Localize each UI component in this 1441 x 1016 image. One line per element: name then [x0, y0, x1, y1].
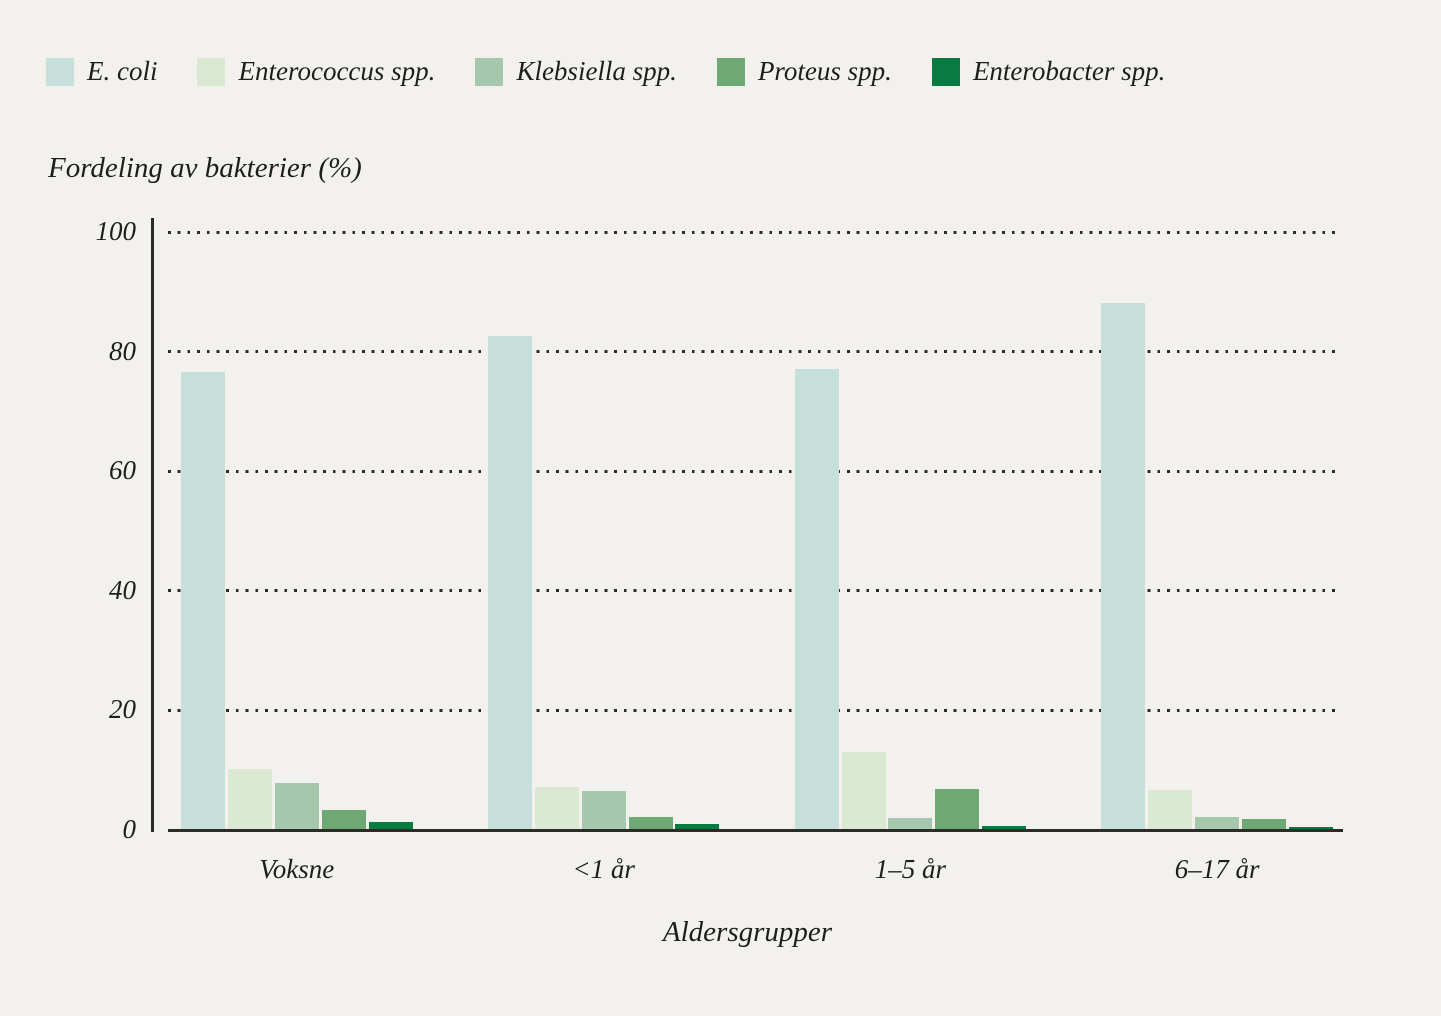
bar-0-2: [794, 368, 839, 829]
bar-4-0: [368, 822, 413, 829]
bar-1-0: [227, 769, 272, 829]
legend: E. coli Enterococcus spp. Klebsiella spp…: [46, 56, 1165, 87]
bar-1-2: [841, 752, 886, 829]
y-axis-title: Fordeling av bakterier (%): [48, 152, 362, 184]
legend-item-enterobacter: Enterobacter spp.: [931, 56, 1166, 87]
bar-0-3: [1101, 302, 1146, 829]
x-tick-label: Voksne: [259, 854, 335, 884]
legend-label-proteus: Proteus spp.: [757, 56, 892, 86]
y-tick-label: 0: [122, 814, 137, 844]
bar-3-2: [935, 788, 980, 829]
bar-3-1: [628, 817, 673, 829]
bar-4-3: [1289, 826, 1333, 829]
legend-item-klebsiella: Klebsiella spp.: [475, 56, 677, 87]
bar-1-1: [534, 787, 579, 829]
y-tick-label: 40: [109, 574, 136, 605]
y-tick-label: 100: [95, 216, 137, 246]
legend-label-enterobacter: Enterobacter spp.: [972, 56, 1166, 86]
gridline-40: [168, 589, 1341, 593]
x-axis-title: Aldersgrupper: [662, 916, 833, 948]
legend-label-ecoli: E. coli: [87, 56, 158, 86]
legend-swatch-ecoli: [46, 57, 74, 86]
y-tick-label: 20: [109, 694, 136, 725]
bar-4-1: [675, 824, 720, 829]
legend-swatch-enterococcus: [197, 57, 226, 86]
legend-label-enterococcus: Enterococcus spp.: [238, 56, 436, 86]
y-axis-line: [151, 218, 154, 832]
x-tick-label: 1–5 år: [874, 854, 947, 884]
legend-swatch-proteus: [716, 57, 745, 86]
legend-item-ecoli: E. coli: [46, 56, 157, 87]
legend-swatch-klebsiella: [475, 57, 504, 86]
x-axis-line: [168, 828, 1343, 832]
legend-swatch-enterobacter: [931, 57, 960, 86]
legend-item-enterococcus: Enterococcus spp.: [197, 56, 435, 87]
bar-2-0: [274, 782, 319, 829]
bar-1-3: [1148, 789, 1193, 829]
bar-2-3: [1195, 817, 1240, 829]
bar-0-1: [487, 335, 532, 829]
y-tick-label: 80: [109, 335, 136, 366]
legend-label-klebsiella: Klebsiella spp.: [516, 56, 677, 86]
x-tick-label: <1 år: [572, 854, 635, 884]
bar-2-1: [581, 791, 626, 829]
x-tick-label: 6–17 år: [1174, 854, 1260, 884]
bar-3-0: [321, 809, 366, 829]
legend-item-proteus: Proteus spp.: [716, 56, 892, 87]
gridline-20: [168, 708, 1341, 712]
bar-3-3: [1242, 818, 1287, 829]
y-tick-label: 60: [109, 455, 136, 486]
bar-4-2: [982, 826, 1027, 829]
gridline-80: [168, 350, 1341, 354]
bar-0-0: [181, 371, 225, 829]
gridline-100: [168, 230, 1341, 234]
bar-2-2: [888, 818, 933, 829]
gridline-60: [168, 469, 1341, 473]
